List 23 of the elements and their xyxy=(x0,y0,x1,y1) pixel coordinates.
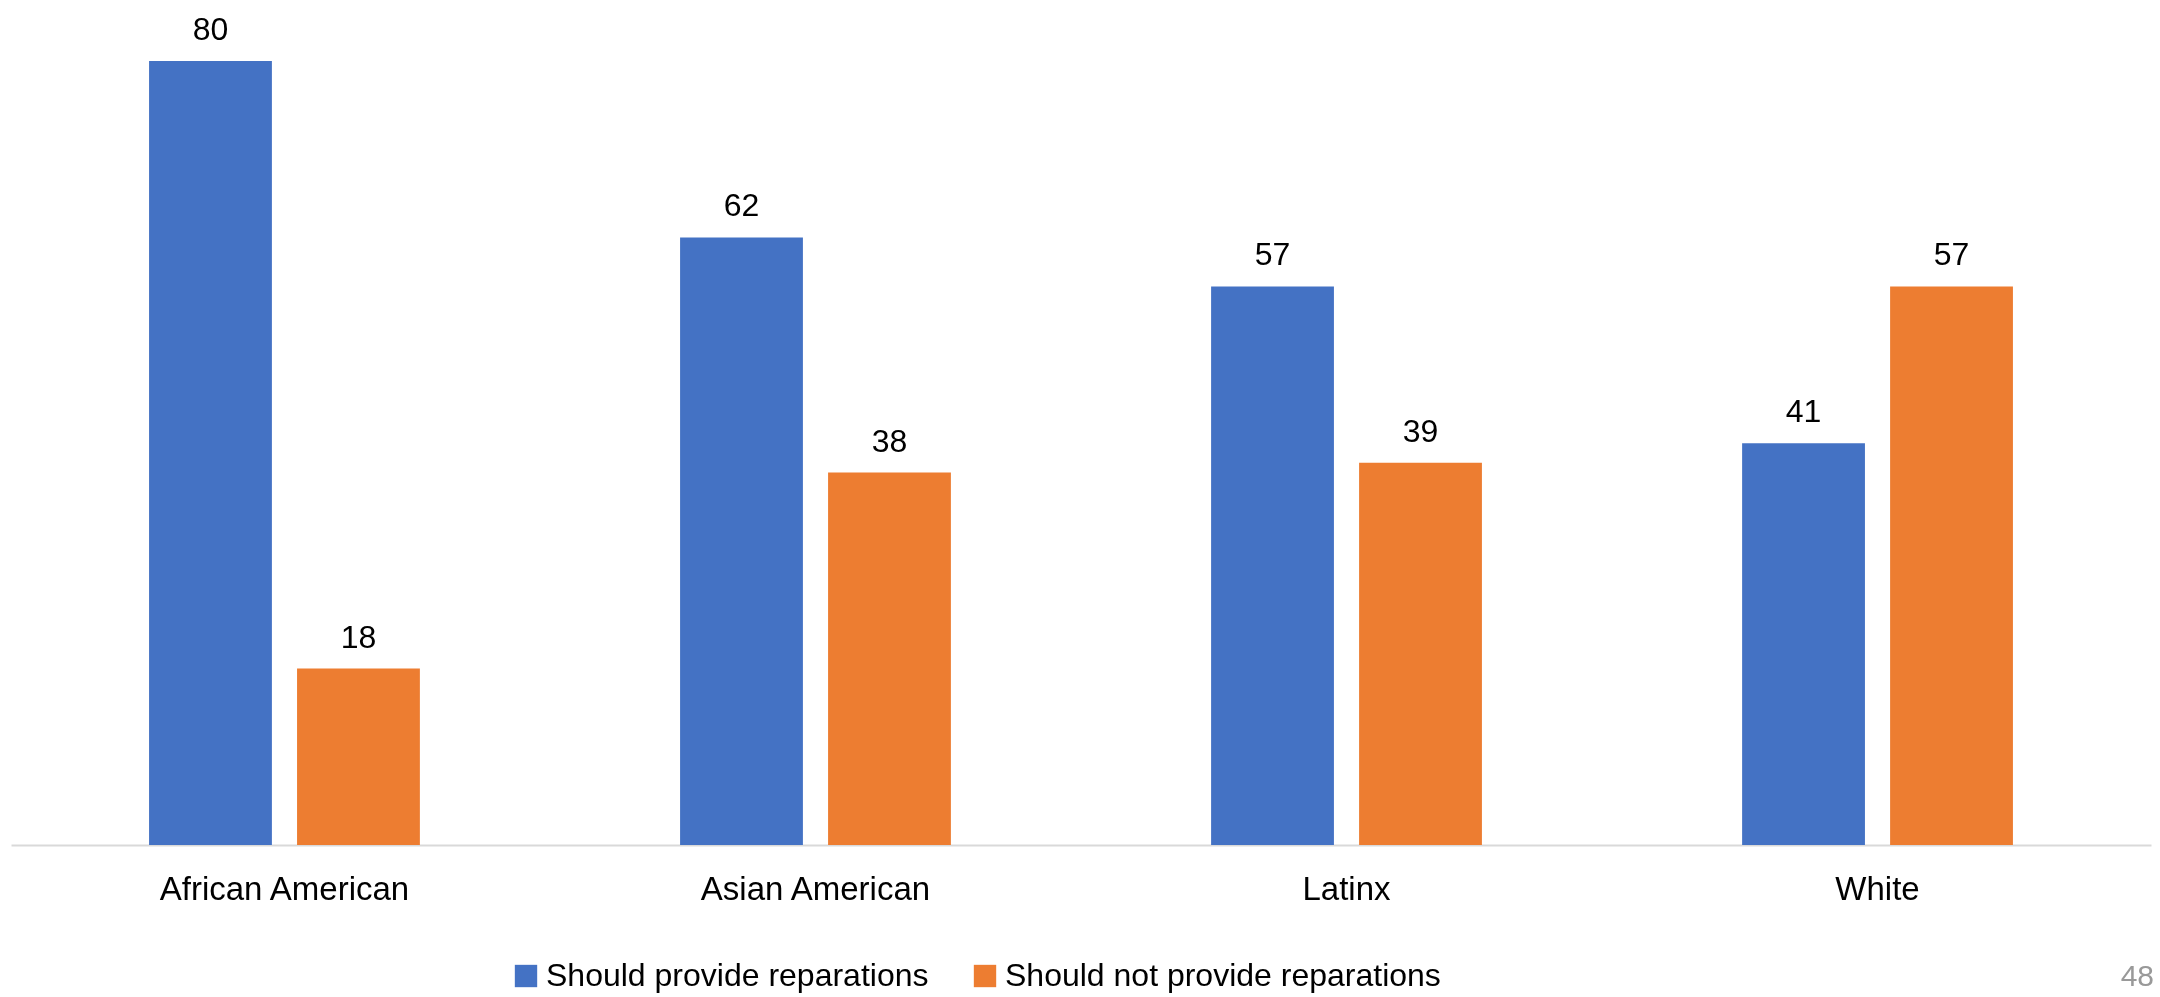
legend-label: Should not provide reparations xyxy=(1005,957,1441,993)
bar xyxy=(1359,462,1482,845)
data-label: 39 xyxy=(1402,412,1439,449)
data-label: 80 xyxy=(192,11,229,47)
text: 48 xyxy=(2120,959,2154,993)
legend-label: Should provide reparations xyxy=(546,957,929,993)
x-tick-label: White xyxy=(1835,869,1920,907)
data-label: 38 xyxy=(871,422,908,459)
data-label: 18 xyxy=(340,618,377,655)
bar xyxy=(1742,443,1865,845)
bar xyxy=(1211,286,1334,845)
bar xyxy=(1890,286,2013,845)
bar xyxy=(149,61,272,845)
bar xyxy=(680,237,803,845)
data-label: 57 xyxy=(1254,236,1291,273)
data-label: 62 xyxy=(723,187,760,224)
data-label: 57 xyxy=(1933,236,1970,273)
bar xyxy=(297,668,420,845)
x-tick-label: Asian American xyxy=(700,869,931,907)
x-tick-label: Latinx xyxy=(1302,869,1392,907)
data-label: 41 xyxy=(1785,393,1822,430)
x-tick-label: African American xyxy=(159,869,410,907)
bar xyxy=(828,472,951,845)
